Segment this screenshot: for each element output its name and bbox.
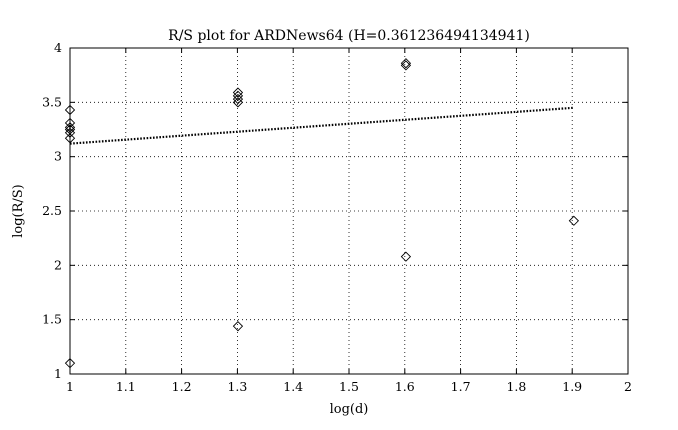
y-tick-label: 3 xyxy=(54,149,62,164)
y-tick-label: 4 xyxy=(54,40,62,55)
y-tick-labels: 1 1.5 2 2.5 3 3.5 4 xyxy=(42,40,62,381)
x-tick-label: 1.4 xyxy=(283,379,303,394)
y-tick-label: 1.5 xyxy=(42,312,62,327)
data-point xyxy=(568,215,580,226)
data-point xyxy=(400,58,412,69)
x-tick-label: 1.8 xyxy=(506,379,526,394)
data-points xyxy=(64,58,580,369)
x-tick-label: 1.9 xyxy=(562,379,582,394)
y-tick-label: 1 xyxy=(54,366,62,381)
y-tick-label: 2.5 xyxy=(42,203,62,218)
y-tick-label: 2 xyxy=(54,257,62,272)
y-tick-label: 3.5 xyxy=(42,94,62,109)
data-point xyxy=(400,60,412,71)
x-tick-label: 1 xyxy=(66,379,74,394)
x-axis-label: log(d) xyxy=(330,402,369,417)
x-tick-label: 1.7 xyxy=(451,379,471,394)
x-tick-label: 1.6 xyxy=(395,379,415,394)
plot-frame xyxy=(69,47,629,375)
fit-line xyxy=(69,106,574,145)
fit-line-layer xyxy=(69,106,574,145)
y-axis-label: log(R/S) xyxy=(11,184,26,238)
x-tick-label: 2 xyxy=(624,379,632,394)
x-tick-label: 1.2 xyxy=(172,379,192,394)
x-tick-label: 1.3 xyxy=(227,379,247,394)
grid xyxy=(70,48,628,374)
data-point xyxy=(232,90,244,101)
data-point xyxy=(232,321,244,332)
data-point xyxy=(400,251,412,262)
x-tick-labels: 1 1.1 1.2 1.3 1.4 1.5 1.6 1.7 1.8 1.9 2 xyxy=(66,379,632,394)
chart-title: R/S plot for ARDNews64 (H=0.361236494134… xyxy=(168,28,530,44)
data-point xyxy=(232,87,244,98)
x-tick-label: 1.1 xyxy=(116,379,136,394)
x-tick-label: 1.5 xyxy=(339,379,359,394)
